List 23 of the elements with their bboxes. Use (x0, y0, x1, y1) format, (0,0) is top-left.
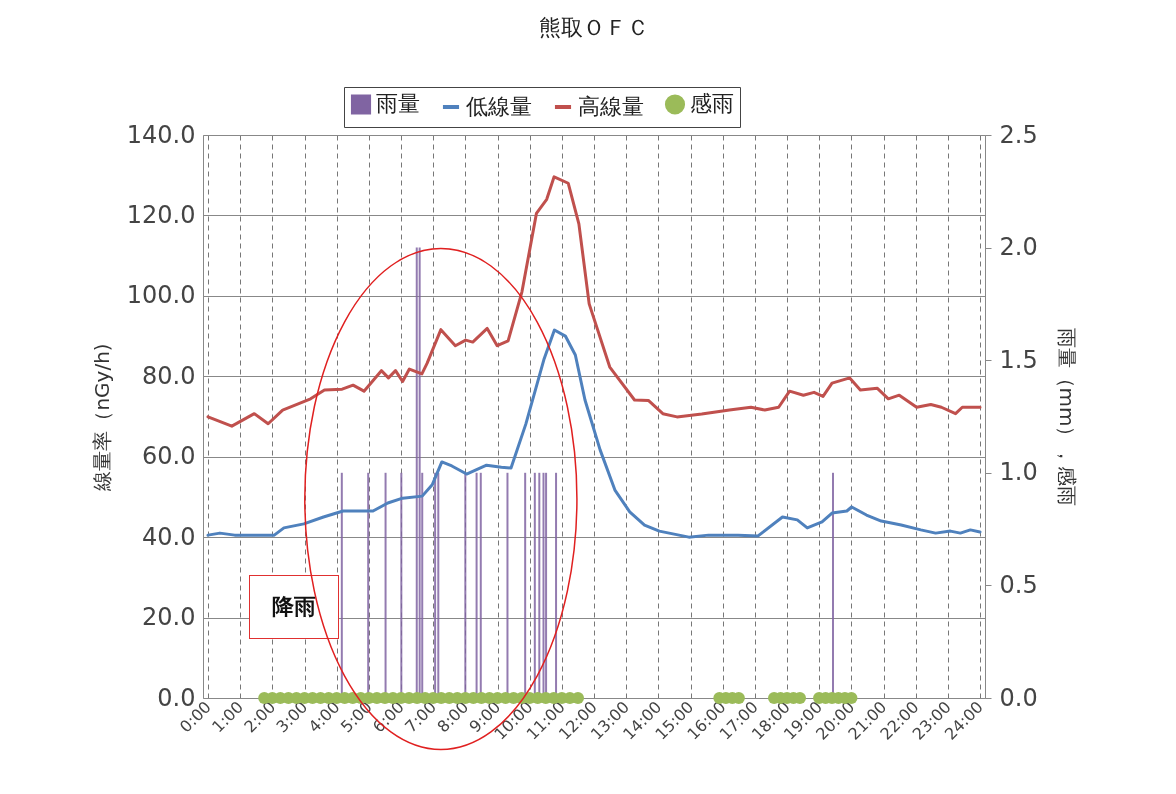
y-axis-title: 線量率（nGy/h) (89, 343, 114, 492)
y2-tick-label: 0.5 (999, 570, 1038, 599)
y2-axis-title: 雨量（mm），感雨 (1054, 327, 1079, 507)
chart-title: 熊取ＯＦＣ (539, 14, 649, 40)
y-tick-label: 120.0 (126, 200, 196, 229)
y2-tick-label: 2.5 (999, 120, 1038, 149)
legend-label: 高線量 (578, 94, 644, 119)
annotation: 降雨 (248, 575, 339, 640)
line-series (206, 175, 982, 428)
y2-tick-label: 1.5 (999, 345, 1038, 374)
y2-tick-label: 0.0 (999, 683, 1038, 712)
y2-tick-label: 2.0 (999, 233, 1038, 262)
y-tick-label: 60.0 (142, 442, 196, 471)
y2-tick-label: 1.0 (999, 458, 1038, 487)
y-tick-label: 80.0 (142, 361, 196, 390)
legend-label: 低線量 (466, 94, 532, 119)
y-tick-label: 100.0 (126, 281, 196, 310)
legend-label: 雨量 (376, 91, 420, 117)
legend-label: 感雨 (690, 91, 734, 117)
y-tick-label: 40.0 (142, 522, 196, 551)
y-tick-label: 20.0 (142, 603, 196, 632)
line-series (206, 328, 982, 539)
y-tick-label: 140.0 (126, 120, 196, 149)
